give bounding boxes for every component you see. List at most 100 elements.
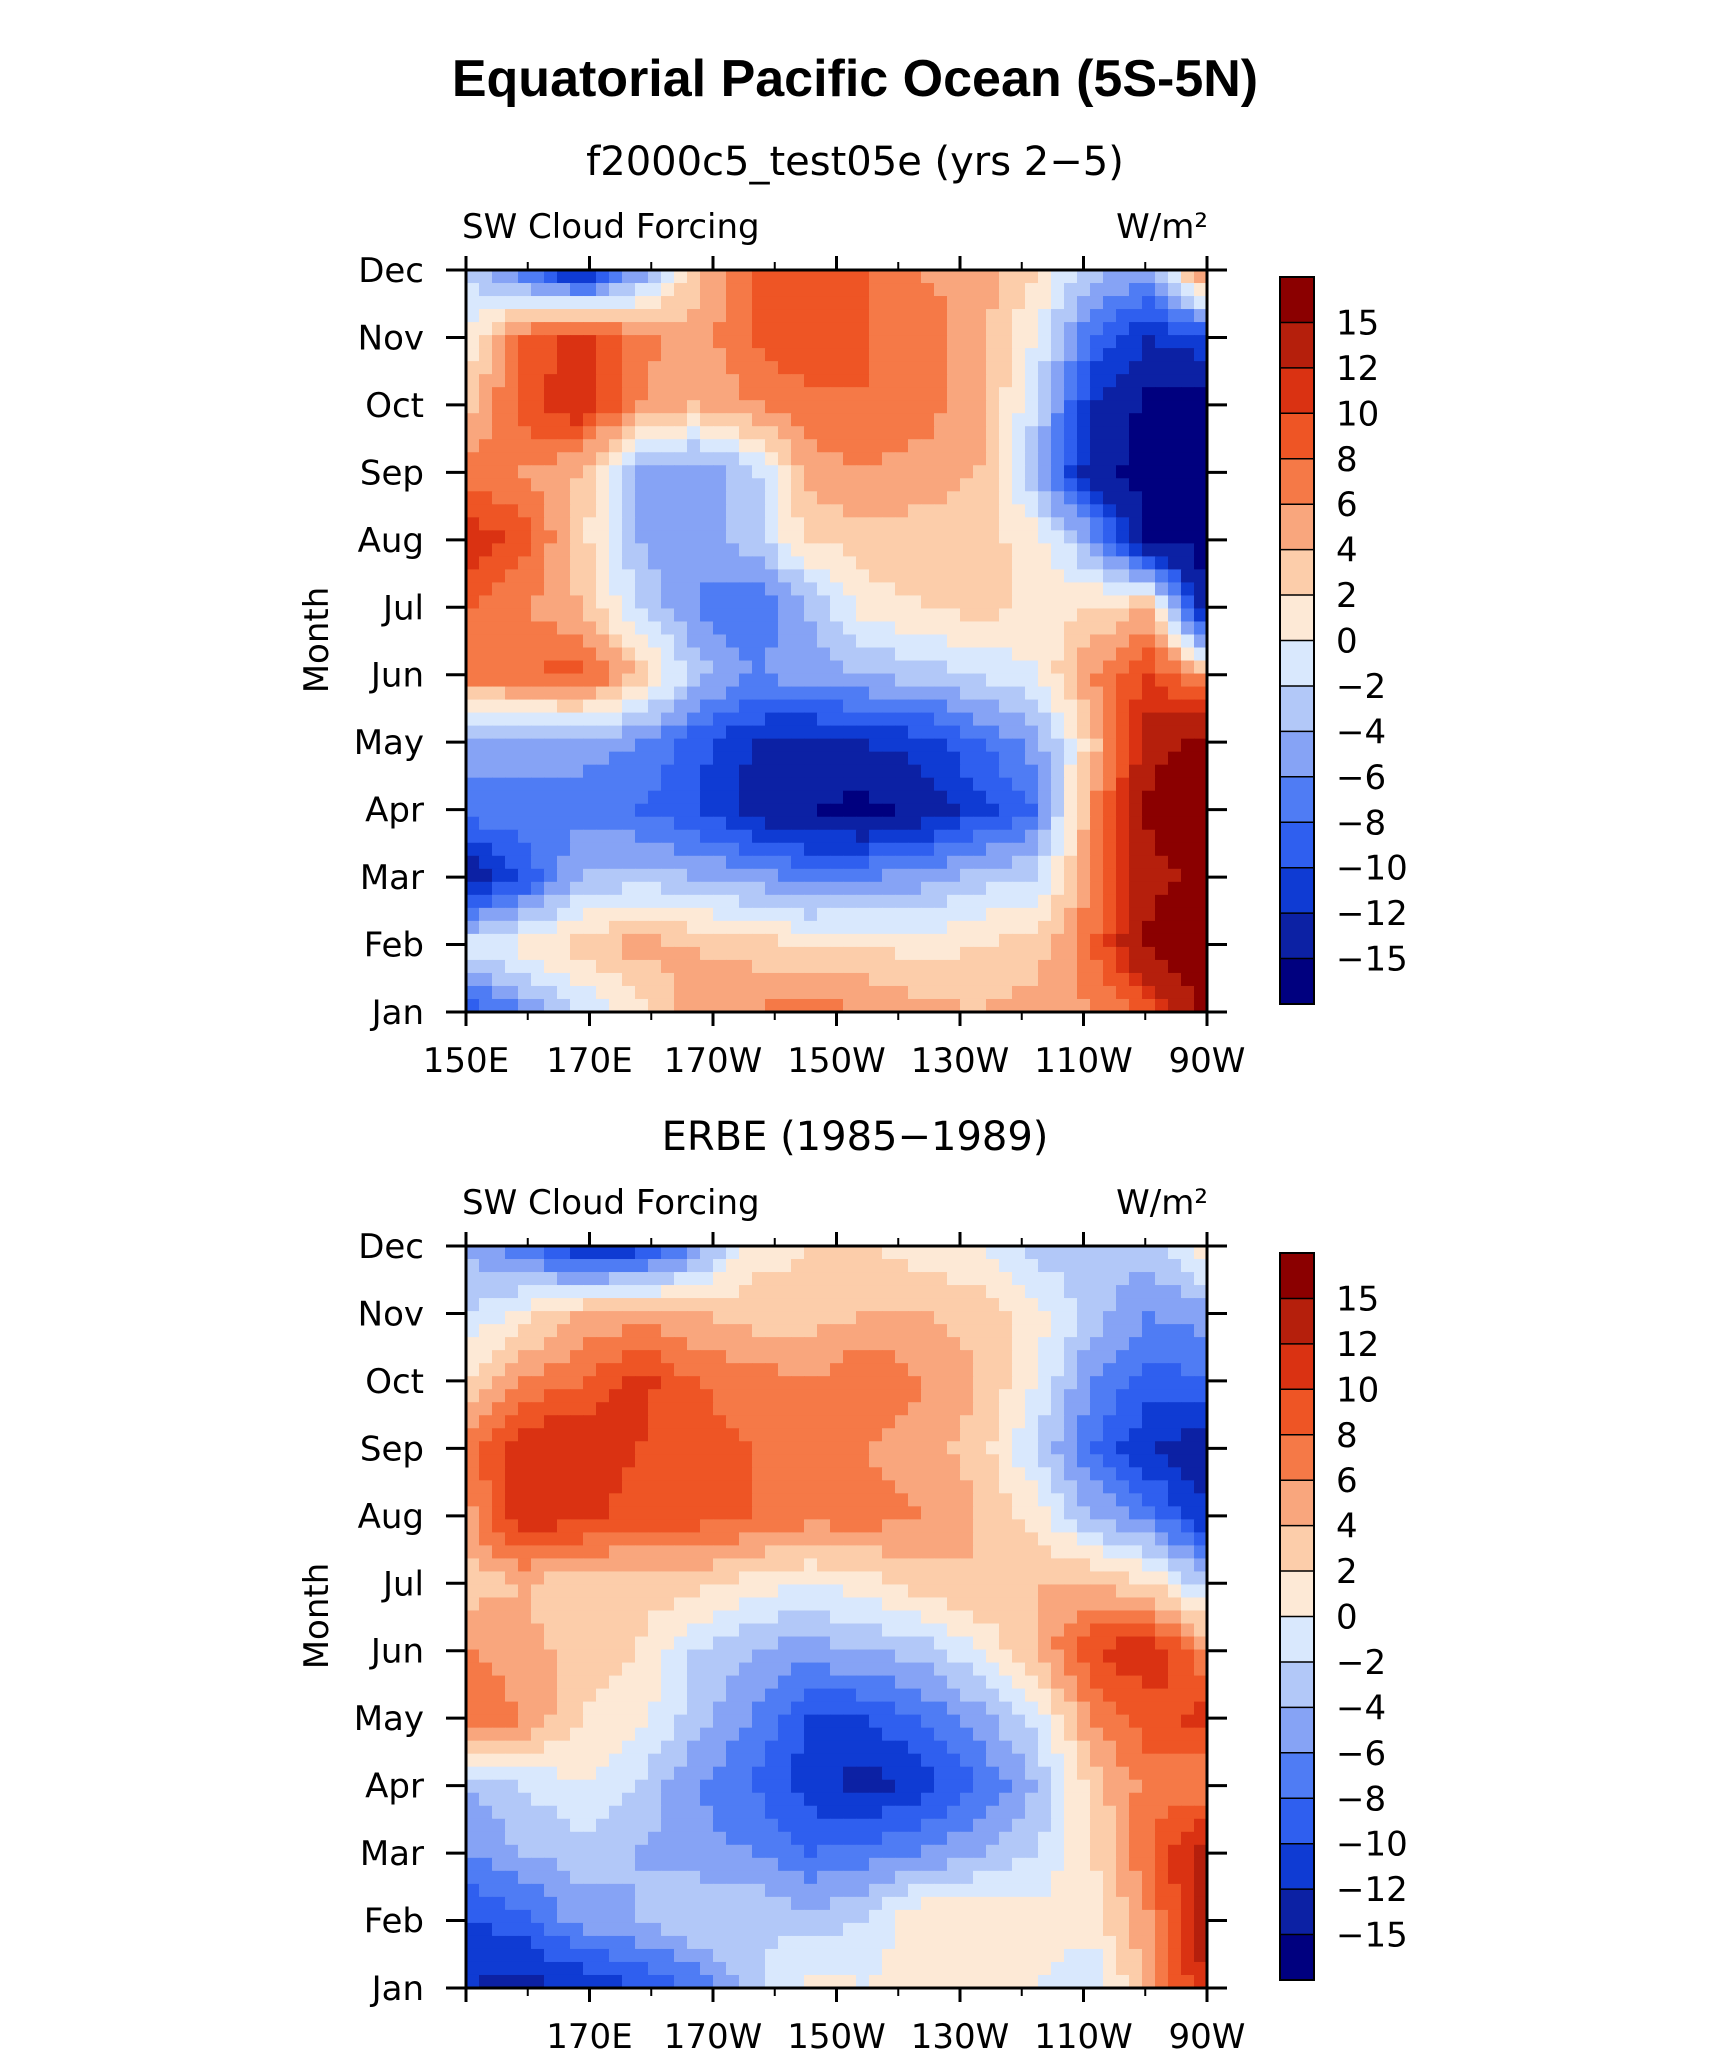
heatmap-cell (544, 1610, 558, 1625)
heatmap-cell (1077, 1311, 1091, 1325)
heatmap-cell (804, 1246, 818, 1260)
heatmap-cell (557, 738, 571, 753)
heatmap-cell (856, 803, 870, 818)
heatmap-cell (1181, 374, 1195, 388)
heatmap-cell (635, 920, 649, 935)
heatmap-cell (726, 1415, 740, 1429)
heatmap-cell (492, 478, 506, 492)
heatmap-cell (713, 452, 727, 466)
heatmap-cell (713, 582, 727, 597)
heatmap-cell (921, 270, 935, 284)
heatmap-cell (609, 959, 623, 974)
heatmap-cell (570, 959, 584, 974)
heatmap-cell (739, 1428, 753, 1442)
heatmap-cell (609, 1324, 623, 1338)
heatmap-cell (804, 1389, 818, 1403)
heatmap-cell (674, 296, 688, 310)
heatmap-cell (1129, 946, 1143, 961)
heatmap-cell (583, 1571, 597, 1586)
heatmap-cell (765, 764, 779, 779)
heatmap-cell (1155, 1259, 1169, 1273)
heatmap-cell (596, 517, 610, 531)
heatmap-cell (661, 1545, 675, 1560)
heatmap-cell (1129, 1259, 1143, 1273)
heatmap-cell (817, 465, 831, 479)
heatmap-cell (466, 530, 480, 544)
colorbar-label: −4 (1336, 712, 1386, 752)
heatmap-cell (544, 374, 558, 388)
heatmap-cell (1103, 673, 1117, 688)
heatmap-cell (479, 673, 493, 688)
heatmap-cell (1129, 413, 1143, 427)
heatmap-cell (1194, 1558, 1208, 1573)
heatmap-cell (1064, 1519, 1078, 1533)
heatmap-cell (661, 1493, 675, 1507)
heatmap-cell (1038, 1597, 1052, 1612)
heatmap-cell (531, 283, 545, 297)
heatmap-cell (947, 1493, 961, 1507)
heatmap-cell (869, 972, 883, 987)
heatmap-cell (765, 920, 779, 935)
heatmap-cell (843, 777, 857, 792)
heatmap-cell (778, 1376, 792, 1390)
heatmap-cell (1194, 335, 1208, 349)
heatmap-cell (583, 491, 597, 505)
heatmap-cell (1116, 790, 1130, 805)
heatmap-cell (1064, 1389, 1078, 1403)
heatmap-cell (1194, 465, 1208, 479)
heatmap-cell (960, 1493, 974, 1507)
heatmap-cell (882, 933, 896, 948)
colorbar-box (1280, 958, 1314, 1005)
heatmap-cell (778, 712, 792, 727)
heatmap-cell (635, 881, 649, 896)
heatmap-cell (791, 426, 805, 440)
heatmap-cell (791, 777, 805, 792)
heatmap-cell (1012, 634, 1026, 649)
heatmap-cell (1155, 933, 1169, 948)
heatmap-cell (791, 387, 805, 401)
heatmap-cell (505, 309, 519, 323)
heatmap-cell (479, 517, 493, 531)
heatmap-cell (960, 1480, 974, 1494)
heatmap-cell (882, 1545, 896, 1560)
heatmap-cell (1103, 543, 1117, 557)
heatmap-cell (570, 1298, 584, 1312)
heatmap-cell (596, 920, 610, 935)
heatmap-cell (674, 1597, 688, 1612)
heatmap-cell (1181, 634, 1195, 649)
heatmap-cell (700, 1506, 714, 1520)
heatmap-cell (921, 608, 935, 623)
heatmap-cell (765, 387, 779, 401)
heatmap-cell (817, 1519, 831, 1533)
heatmap-cell (895, 1259, 909, 1273)
heatmap-cell (804, 374, 818, 388)
heatmap-cell (479, 634, 493, 649)
heatmap-cell (492, 595, 506, 610)
heatmap-cell (791, 1337, 805, 1351)
heatmap-cell (869, 1441, 883, 1455)
heatmap-cell (596, 1311, 610, 1325)
heatmap-cell (531, 1493, 545, 1507)
heatmap-cell (596, 595, 610, 610)
heatmap-cell (739, 725, 753, 740)
heatmap-cell (596, 1532, 610, 1547)
heatmap-cell (1168, 764, 1182, 779)
heatmap-cell (492, 790, 506, 805)
heatmap-cell (505, 1298, 519, 1312)
heatmap-cell (921, 1519, 935, 1533)
heatmap-cell (466, 868, 480, 883)
heatmap-cell (1155, 452, 1169, 466)
heatmap-cell (518, 1246, 532, 1260)
heatmap-cell (713, 816, 727, 831)
heatmap-cell (973, 1545, 987, 1560)
heatmap-cell (882, 413, 896, 427)
heatmap-cell (687, 348, 701, 362)
heatmap-cell (791, 959, 805, 974)
heatmap-cell (1012, 816, 1026, 831)
heatmap-cell (596, 1246, 610, 1260)
heatmap-cell (713, 790, 727, 805)
heatmap-cell (791, 1285, 805, 1299)
heatmap-cell (765, 998, 779, 1013)
heatmap-cell (596, 348, 610, 362)
heatmap-cell (999, 1246, 1013, 1260)
